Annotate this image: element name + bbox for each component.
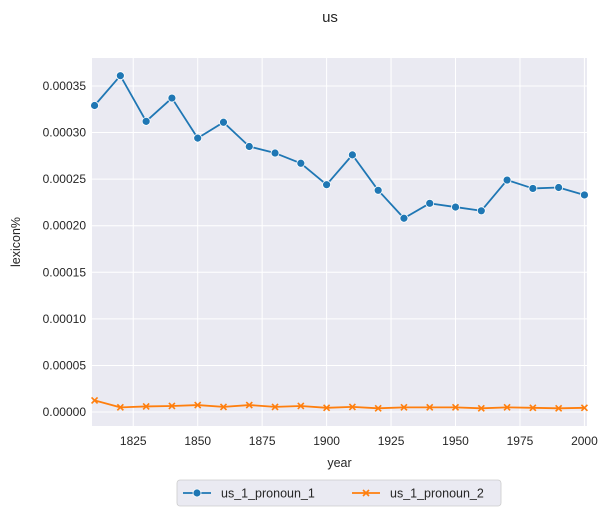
data-point <box>271 403 279 411</box>
data-point <box>373 185 383 195</box>
y-tick-label: 0.00000 <box>43 405 87 419</box>
data-point <box>322 180 332 190</box>
data-point <box>219 117 228 127</box>
data-point <box>245 401 253 409</box>
chart-title: us <box>322 9 338 26</box>
plot-background <box>92 58 587 426</box>
data-point <box>347 150 357 160</box>
series-layer <box>90 71 589 412</box>
data-point <box>476 206 486 216</box>
data-point <box>477 404 485 412</box>
data-point <box>426 403 434 411</box>
y-tick-label: 0.00005 <box>43 358 87 372</box>
x-tick-label: 1900 <box>313 434 340 448</box>
y-tick-label: 0.00025 <box>43 172 87 186</box>
legend-marker <box>362 489 370 497</box>
x-tick-label: 1925 <box>378 434 405 448</box>
series-line <box>93 74 585 220</box>
x-tick-label: 2000 <box>571 434 598 448</box>
legend-label: us_1_pronoun_2 <box>390 487 484 501</box>
data-point <box>451 202 460 212</box>
data-point <box>296 158 306 168</box>
data-point <box>115 71 125 81</box>
data-point <box>297 402 305 410</box>
data-point <box>503 403 511 411</box>
y-axis-label: lexicon% <box>9 217 23 267</box>
data-point <box>270 148 280 158</box>
data-point <box>116 403 124 411</box>
x-axis-ticks: 1825 1850 1875 1900 1925 1950 1975 2000 <box>120 434 598 448</box>
x-tick-label: 1950 <box>442 434 469 448</box>
data-point <box>502 175 512 185</box>
y-tick-label: 0.00020 <box>43 219 87 233</box>
data-point <box>374 404 382 412</box>
data-point <box>580 190 589 200</box>
data-point <box>141 116 151 126</box>
legend-box <box>176 479 502 507</box>
y-tick-label: 0.00035 <box>43 79 87 93</box>
data-point <box>528 184 538 193</box>
data-point <box>194 401 202 409</box>
y-tick-label: 0.00030 <box>43 126 87 140</box>
y-tick-label: 0.00015 <box>43 265 87 279</box>
legend: us_1_pronoun_1 us_1_pronoun_2 <box>176 479 502 507</box>
legend-label: us_1_pronoun_1 <box>221 487 315 501</box>
data-point <box>323 404 331 412</box>
data-point <box>142 402 150 411</box>
data-point <box>168 402 176 410</box>
x-tick-label: 1975 <box>507 434 534 448</box>
data-point <box>348 403 356 411</box>
series-line <box>94 399 585 410</box>
x-tick-label: 1850 <box>184 434 211 448</box>
data-point <box>529 404 537 412</box>
data-point <box>555 404 563 412</box>
y-tick-label: 0.00010 <box>43 312 87 326</box>
data-point <box>90 101 99 110</box>
data-point <box>167 93 177 103</box>
series-us_1_pronoun_2 <box>91 396 588 412</box>
legend-item-us_1_pronoun_2: us_1_pronoun_2 <box>352 487 484 501</box>
data-point <box>580 404 588 412</box>
x-axis-label: year <box>327 456 351 470</box>
data-point <box>554 183 564 192</box>
y-axis-ticks: 0.00000 0.00005 0.00010 0.00015 0.00020 0.000… <box>43 79 87 419</box>
series-us_1_pronoun_1 <box>90 71 589 223</box>
data-point <box>425 198 435 208</box>
data-point <box>400 403 408 411</box>
x-tick-label: 1875 <box>249 434 276 448</box>
data-point <box>244 142 254 151</box>
data-point <box>451 403 460 411</box>
data-point <box>193 133 203 143</box>
data-point <box>219 403 228 411</box>
legend-item-us_1_pronoun_1: us_1_pronoun_1 <box>183 487 315 501</box>
data-point <box>399 213 409 223</box>
data-point <box>91 396 99 404</box>
x-tick-label: 1825 <box>120 434 147 448</box>
legend-marker <box>192 488 202 498</box>
